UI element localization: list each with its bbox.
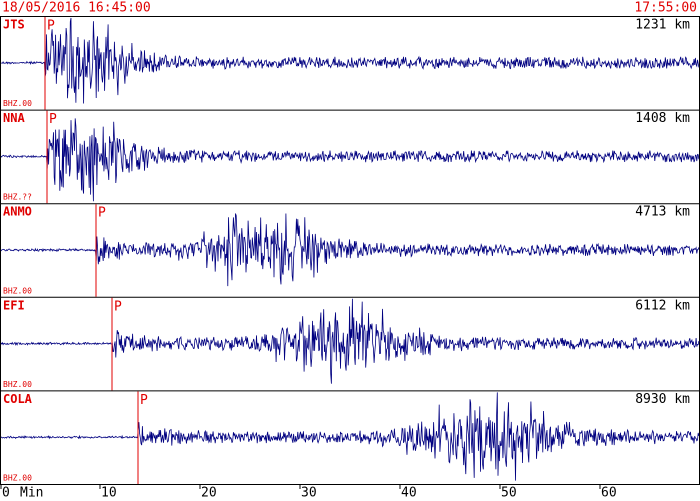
distance: 8930 km [635,392,690,407]
station-name: EFI [3,298,25,312]
distance: 4713 km [635,205,690,220]
distance: 1231 km [635,18,690,33]
phase-label: P [114,299,122,314]
x-axis-unit: Min [20,486,43,501]
x-tick-label: 0 [2,486,10,501]
distance: 1408 km [635,111,690,126]
station-name: JTS [3,18,25,32]
start-time: 18/05/2016 16:45:00 [2,1,151,16]
waveform [0,298,700,384]
waveform [0,17,700,104]
distance: 6112 km [635,298,690,313]
phase-label: P [47,19,55,34]
x-tick-label: 20 [201,486,217,501]
waveform [0,392,700,481]
phase-label: P [140,393,148,408]
phase-label: P [98,206,106,221]
channel: BHZ.00 [3,99,32,108]
x-tick-label: 10 [101,486,117,501]
channel: BHZ.00 [3,474,32,483]
channel: BHZ.?? [3,193,32,202]
x-tick-label: 60 [601,486,617,501]
waveform [0,118,700,202]
station-name: COLA [3,392,33,406]
phase-label: P [49,112,57,127]
station-name: NNA [3,111,25,125]
end-time: 17:55:00 [634,1,697,16]
channel: BHZ.00 [3,380,32,389]
channel: BHZ.00 [3,286,32,295]
station-name: ANMO [3,205,32,219]
waveform [0,213,700,287]
x-tick-label: 40 [401,486,417,501]
x-tick-label: 30 [301,486,317,501]
x-tick-label: 50 [501,486,517,501]
